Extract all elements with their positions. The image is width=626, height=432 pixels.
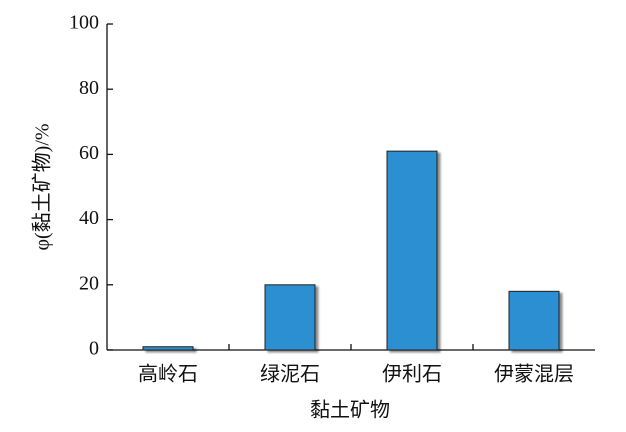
y-axis-label: φ(黏土矿物)/% bbox=[31, 123, 54, 250]
x-tick-label: 伊利石 bbox=[382, 363, 442, 386]
bar bbox=[142, 346, 194, 351]
y-tick-label: 80 bbox=[79, 77, 99, 99]
y-tick-label: 0 bbox=[89, 338, 99, 360]
bar bbox=[508, 290, 560, 351]
bar bbox=[386, 150, 438, 351]
y-tick-label: 20 bbox=[79, 272, 99, 294]
x-tick-label: 高岭石 bbox=[138, 363, 198, 386]
y-tick-label: 40 bbox=[79, 207, 99, 229]
y-tick-label: 60 bbox=[79, 142, 99, 164]
bar bbox=[264, 284, 316, 351]
x-tick-label: 绿泥石 bbox=[260, 363, 320, 386]
x-tick-label: 伊蒙混层 bbox=[494, 363, 574, 386]
x-axis-label: 黏土矿物 bbox=[310, 399, 390, 422]
y-tick-label: 100 bbox=[69, 12, 99, 34]
